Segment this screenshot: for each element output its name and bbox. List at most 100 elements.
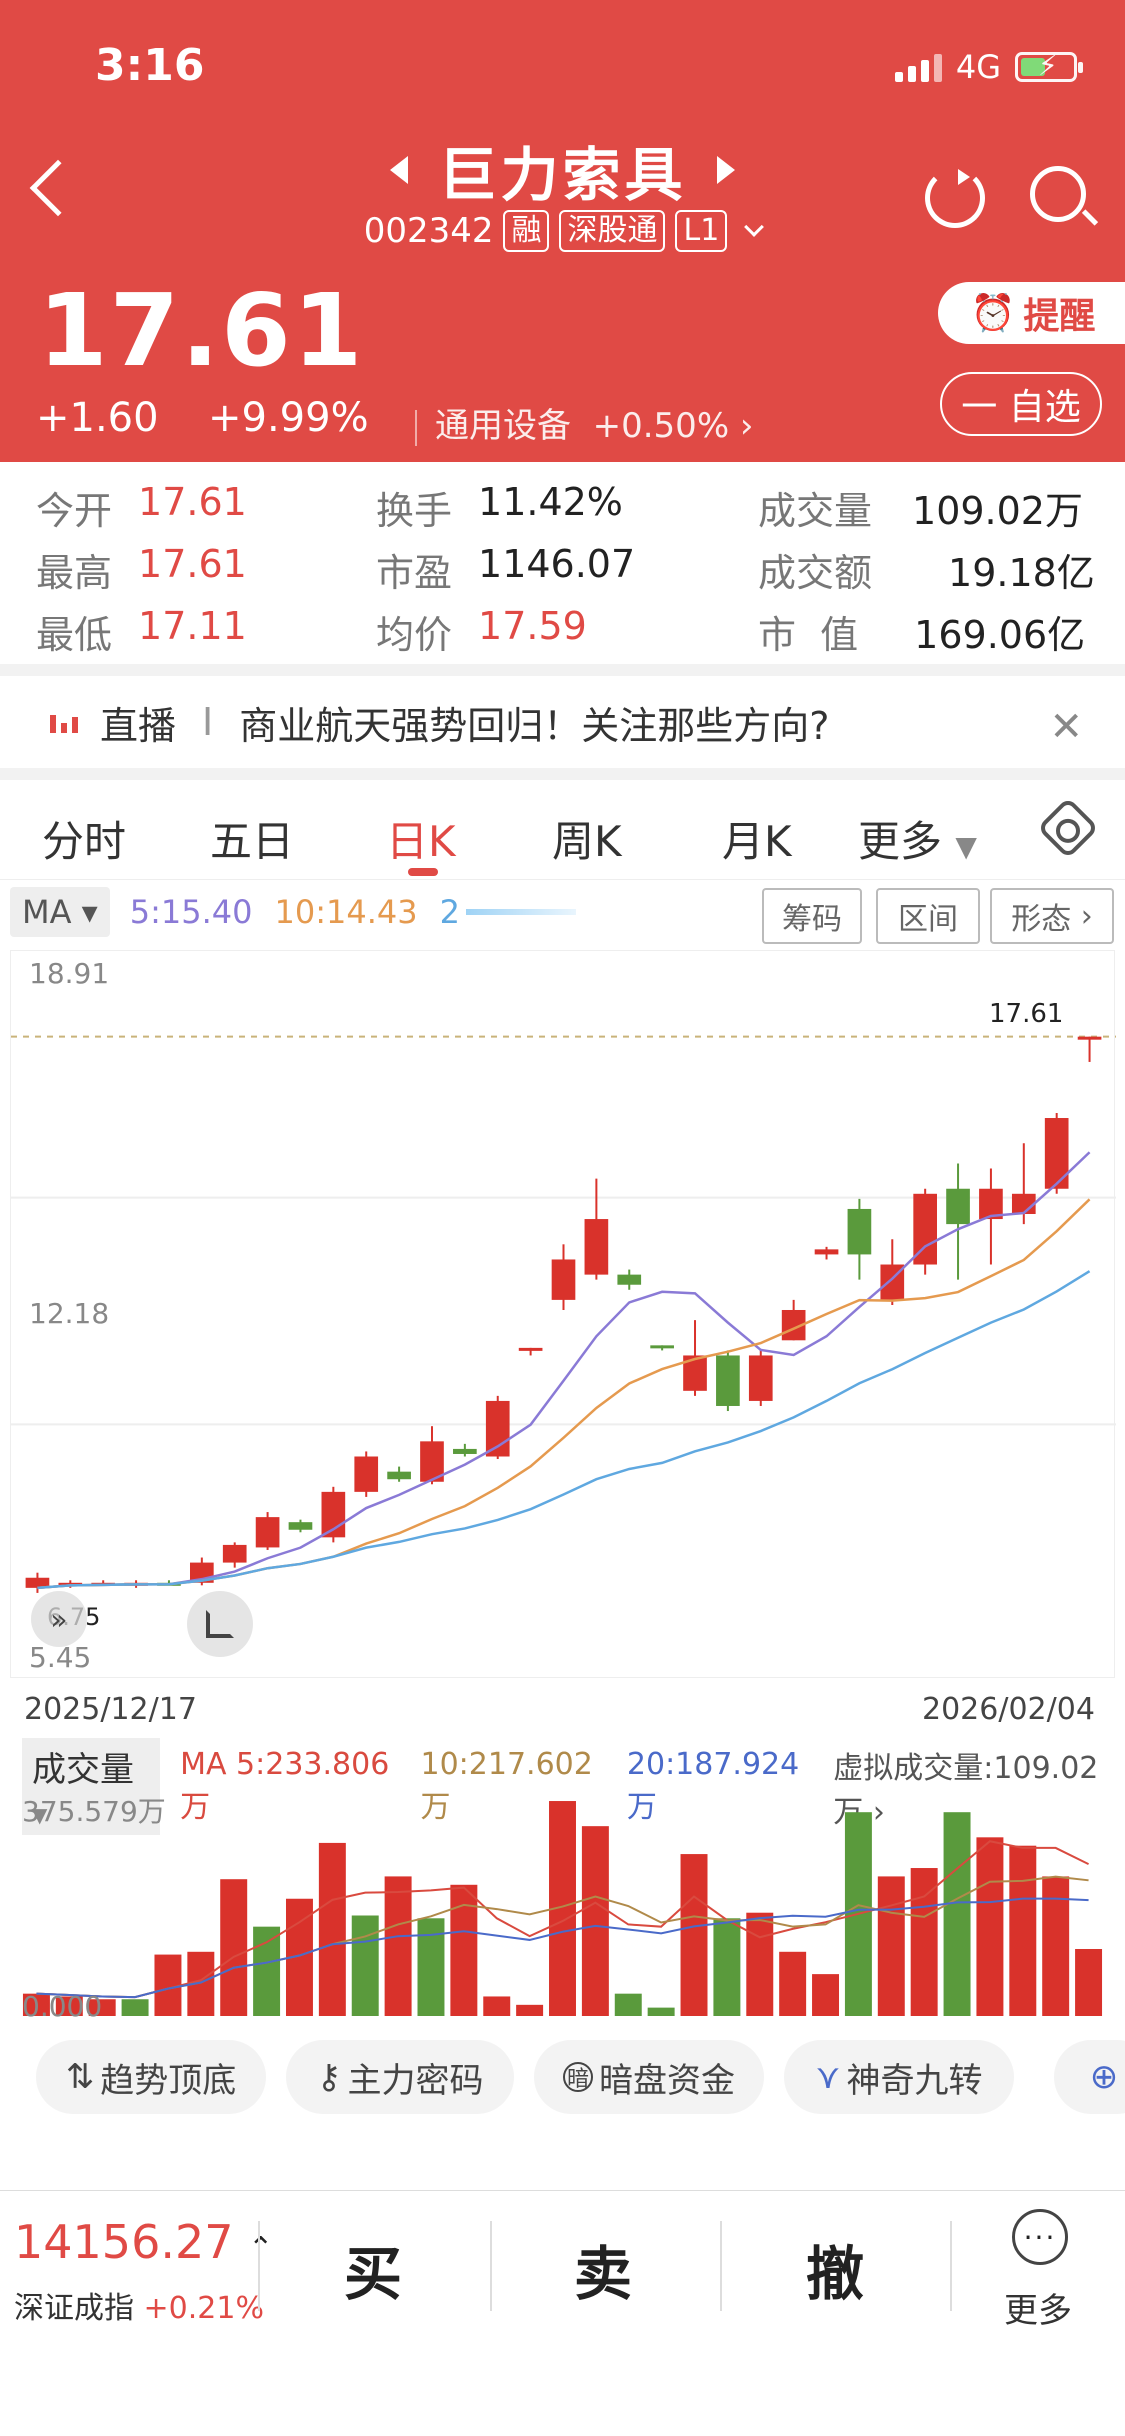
buy-button[interactable]: 买 [344, 2240, 403, 2308]
virtual-volume[interactable]: 虚拟成交量:109.02万 › [833, 1750, 1099, 1830]
volume-bar [384, 1876, 412, 2016]
signal-icon [894, 52, 942, 82]
candle-body [485, 1400, 510, 1457]
candle-body [716, 1355, 740, 1406]
more-tools-button[interactable]: ⊕ [1054, 2040, 1125, 2114]
sell-button[interactable]: 卖 [574, 2240, 633, 2308]
main-force-button[interactable]: ⚷ 主力密码 [286, 2040, 514, 2114]
volume-bar [55, 1996, 83, 2016]
trend-tool-button[interactable]: ⇅ 趋势顶底 [36, 2040, 266, 2114]
volume-bar [121, 1999, 149, 2016]
indicator-toolbar: ⇅ 趋势顶底 ⚷ 主力密码 暗暗盘资金 ⋎ 神奇九转 ⊕ [0, 2040, 1125, 2122]
bell-icon: ⏰ [970, 293, 1016, 334]
candle-body [650, 1345, 674, 1349]
ma10-value: 10:14.43 [274, 893, 418, 931]
kline-chart[interactable]: 18.91 12.18 5.45 17.61 6.75 » [10, 950, 1116, 1678]
divider [0, 664, 1125, 676]
tag-level[interactable]: L1 [675, 210, 728, 252]
watchlist-button[interactable]: 一 自选 [940, 372, 1102, 436]
nine-turn-button[interactable]: ⋎ 神奇九转 [784, 2040, 1014, 2114]
trend-icon: ⇅ [65, 2057, 95, 2097]
volume-bar [976, 1837, 1004, 2016]
candle-body [255, 1517, 280, 1548]
volume-bar [680, 1854, 708, 2016]
volume-svg [22, 1801, 1103, 2016]
candle-body [453, 1448, 477, 1454]
volume-bar [779, 1951, 807, 2016]
stock-subtitle: 002342 融 深股通 L1 [0, 210, 1125, 252]
more-label[interactable]: 更多 [1004, 2291, 1072, 2331]
range-button[interactable]: 区间 [876, 888, 980, 944]
remind-button[interactable]: ⏰ 提醒 [938, 282, 1125, 344]
stat-pe: 市盈 1146.07 [376, 542, 636, 595]
candle-body [814, 1249, 839, 1255]
volume-bar [877, 1876, 905, 2016]
candle-body [683, 1355, 707, 1391]
divider [0, 768, 1125, 780]
stat-turnover: 换手 11.42% [376, 480, 623, 533]
volume-bar [614, 1993, 642, 2016]
candle-body [748, 1355, 773, 1401]
more-icon[interactable]: ··· [1012, 2209, 1068, 2265]
volume-bar [351, 1915, 379, 2016]
ma5-line [37, 1151, 1091, 1590]
tab-daily-k[interactable]: 日K [386, 817, 456, 866]
ma20-loading [465, 909, 576, 915]
candle-body [222, 1544, 247, 1563]
index-ticker[interactable]: 14156.27 ⌃ [14, 2215, 274, 2269]
candle-body [781, 1309, 806, 1341]
candle-body [913, 1193, 938, 1265]
tab-five-day[interactable]: 五日 [210, 817, 295, 866]
search-icon[interactable] [1030, 166, 1086, 222]
candle-body [584, 1219, 609, 1275]
live-text: 商业航天强势回归！关注那些方向? [239, 703, 830, 748]
vol-ma5: MA 5:233.806万 [180, 1747, 390, 1825]
candle-body [518, 1347, 543, 1351]
ma-selector[interactable]: MA ▾ [10, 887, 110, 937]
quote-stats: 今开 17.61 换手 11.42% 成交量 109.02万 最高 17.61 市盈 11… [0, 462, 1125, 674]
fullscreen-icon[interactable] [187, 1591, 253, 1657]
vol-zero-label: 0.000 [22, 1990, 103, 2023]
refresh-icon[interactable] [925, 168, 985, 228]
chevron-down-icon[interactable] [744, 217, 765, 237]
tab-intraday[interactable]: 分时 [42, 817, 127, 866]
chip-distribution-button[interactable]: 筹码 [762, 888, 862, 944]
candle-body [1044, 1118, 1069, 1189]
candle-body [1077, 1036, 1102, 1040]
volume-bar [483, 1996, 511, 2016]
prev-stock-icon[interactable] [390, 156, 409, 184]
target-icon: ⊕ [1089, 2057, 1119, 2097]
dark-pool-button[interactable]: 暗暗盘资金 [534, 2040, 764, 2114]
sector-link[interactable]: 通用设备 +0.50% › [415, 398, 754, 447]
volume-selector[interactable]: 成交量 ▼ [22, 1738, 161, 1835]
expand-left-icon[interactable]: » [31, 1591, 87, 1647]
nine-turn-icon: ⋎ [815, 2057, 841, 2097]
next-stock-icon[interactable] [716, 156, 735, 184]
volume-bar [647, 2007, 675, 2016]
pattern-button[interactable]: 形态 › [990, 888, 1114, 944]
vol-ma5-line [36, 1840, 1090, 1999]
volume-bar [516, 2004, 544, 2016]
cancel-order-button[interactable]: 撤 [806, 2240, 865, 2308]
vol-ma10: 10:217.602万 [420, 1747, 593, 1825]
tab-monthly-k[interactable]: 月K [722, 817, 792, 866]
tag-connect: 深股通 [559, 210, 666, 252]
start-date: 2025/12/17 [24, 1692, 197, 1727]
tab-weekly-k[interactable]: 周K [552, 817, 622, 866]
candle-body [551, 1259, 576, 1300]
volume-chart[interactable]: 375.579万 0.000 [10, 1790, 1115, 2026]
volume-bar [746, 1912, 774, 2016]
y-mid-label: 12.18 [29, 1297, 110, 1330]
title-row: 巨力索具 [0, 128, 1125, 212]
price-change-pct: +9.99% [208, 395, 369, 441]
candle-body [1011, 1193, 1036, 1215]
battery-icon: ⚡ [1015, 49, 1083, 82]
tab-more[interactable]: 更多 ▼ [858, 817, 977, 866]
volume-bar [1042, 1876, 1070, 2016]
live-banner[interactable]: 直播 I 商业航天强势回归！关注那些方向? ✕ [0, 676, 1125, 768]
close-icon[interactable]: ✕ [1049, 704, 1083, 750]
remind-label: 提醒 [1023, 296, 1096, 337]
stat-market-cap: 市 值 169.06亿 [758, 613, 1086, 657]
end-date: 2026/02/04 [922, 1692, 1095, 1727]
live-tag: 直播 [100, 703, 177, 748]
